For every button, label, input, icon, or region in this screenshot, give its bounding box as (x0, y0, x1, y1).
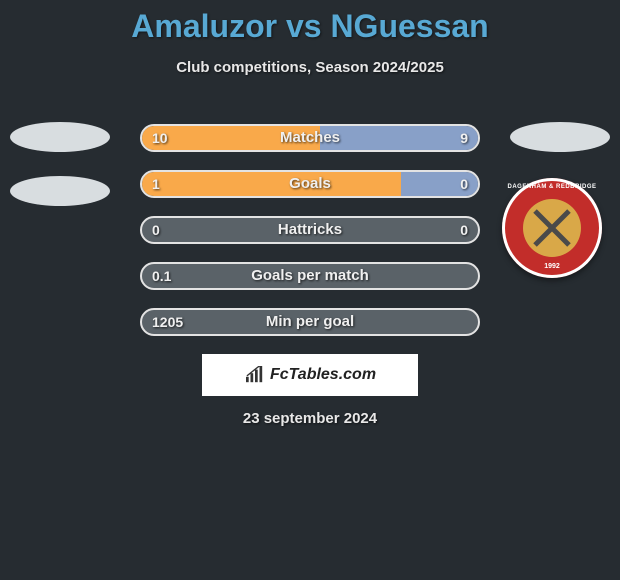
page-title: Amaluzor vs NGuessan (0, 0, 620, 45)
brand-box[interactable]: FcTables.com (202, 354, 418, 396)
stat-right-value: 0 (460, 218, 468, 242)
stat-label: Hattricks (142, 218, 478, 242)
stat-label: Matches (142, 126, 478, 150)
chart-icon (244, 366, 266, 384)
crest-inner (523, 199, 581, 257)
player-left-avatar-2 (10, 176, 110, 206)
stat-label: Min per goal (142, 310, 478, 334)
stat-row-goals: 1 Goals 0 (140, 170, 480, 198)
stat-row-matches: 10 Matches 9 (140, 124, 480, 152)
player-right-avatar (510, 122, 610, 152)
brand-text: FcTables.com (270, 366, 376, 384)
stat-label: Goals per match (142, 264, 478, 288)
subtitle: Club competitions, Season 2024/2025 (0, 59, 620, 76)
stats-container: 10 Matches 9 1 Goals 0 0 Hattricks 0 0.1… (140, 124, 480, 354)
date-text: 23 september 2024 (0, 410, 620, 427)
stat-row-hattricks: 0 Hattricks 0 (140, 216, 480, 244)
stat-label: Goals (142, 172, 478, 196)
club-crest: DAGENHAM & REDBRIDGE 1992 (502, 178, 602, 278)
crest-label: DAGENHAM & REDBRIDGE (502, 184, 602, 190)
crest-cross-icon (531, 207, 573, 249)
stat-right-value: 0 (460, 172, 468, 196)
stat-right-value: 9 (460, 126, 468, 150)
stat-row-goals-per-match: 0.1 Goals per match (140, 262, 480, 290)
stat-row-min-per-goal: 1205 Min per goal (140, 308, 480, 336)
player-left-avatar-1 (10, 122, 110, 152)
crest-year: 1992 (502, 263, 602, 270)
